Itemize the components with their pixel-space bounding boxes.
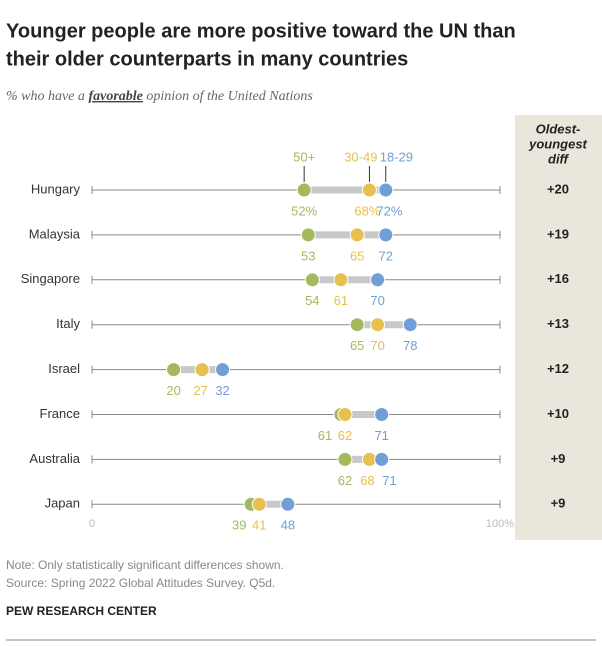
legend-label: 18-29 (380, 149, 413, 164)
diff-value: +9 (551, 451, 566, 466)
dot (166, 362, 182, 378)
value-label: 70 (370, 293, 384, 308)
dot (215, 362, 231, 378)
category-label: Hungary (31, 181, 81, 196)
legend-label: 30-49 (344, 149, 377, 164)
dot (194, 362, 210, 378)
dot (251, 496, 267, 512)
chart-title: their older counterparts in many countri… (6, 48, 408, 70)
dot (370, 317, 386, 333)
dot (349, 227, 365, 243)
x-tick-label: 0 (89, 518, 95, 530)
value-label: 41 (252, 518, 266, 533)
dot (374, 451, 390, 467)
diff-header: diff (548, 151, 570, 166)
dot (296, 182, 312, 198)
diff-value: +20 (547, 181, 569, 196)
value-label: 62 (338, 473, 352, 488)
dot (378, 227, 394, 243)
category-label: Italy (56, 316, 80, 331)
value-label: 71 (374, 428, 388, 443)
legend-label: 50+ (293, 149, 315, 164)
value-label: 52% (291, 203, 317, 218)
diff-header: Oldest- (536, 121, 581, 136)
value-label: 72 (379, 248, 393, 263)
source: Source: Spring 2022 Global Attitudes Sur… (6, 576, 275, 590)
dot (378, 182, 394, 198)
diff-value: +9 (551, 496, 566, 511)
category-label: Australia (29, 451, 80, 466)
diff-value: +13 (547, 316, 569, 331)
value-label: 65 (350, 338, 364, 353)
dot (280, 496, 296, 512)
value-label: 61 (318, 428, 332, 443)
dot (374, 407, 390, 422)
dot (304, 272, 320, 288)
value-label: 68 (360, 473, 374, 488)
category-label: Japan (45, 496, 80, 511)
value-label: 20 (166, 383, 180, 398)
value-label: 61 (334, 293, 348, 308)
diff-value: +19 (547, 226, 569, 241)
dot (370, 272, 386, 288)
category-label: France (40, 406, 80, 421)
category-label: Israel (48, 361, 80, 376)
diff-value: +12 (547, 361, 569, 376)
value-label: 68% (354, 203, 380, 218)
value-label: 32 (215, 383, 229, 398)
value-label: 54 (305, 293, 319, 308)
subtitle-emphasis: favorable (88, 89, 142, 104)
diff-value: +16 (547, 271, 569, 286)
subtitle: % who have a favorable opinion of the Un… (6, 89, 313, 104)
value-label: 27 (193, 383, 207, 398)
subtitle-part: % who have a (6, 89, 88, 104)
value-label: 71 (382, 473, 396, 488)
dot (361, 182, 377, 198)
value-label: 78 (403, 338, 417, 353)
diff-column-bg (515, 115, 602, 540)
category-label: Malaysia (29, 226, 81, 241)
value-label: 65 (350, 248, 364, 263)
subtitle-part: opinion of the United Nations (143, 89, 313, 104)
dot (349, 317, 365, 333)
diff-header: youngest (528, 136, 587, 151)
value-label: 39 (232, 518, 246, 533)
x-tick-label: 100% (486, 518, 514, 530)
dot (402, 317, 418, 333)
dot (333, 272, 349, 288)
dot (337, 407, 353, 422)
note: Note: Only statistically significant dif… (6, 558, 284, 572)
diff-value: +10 (547, 406, 569, 421)
credit: PEW RESEARCH CENTER (6, 604, 157, 618)
value-label: 62 (338, 428, 352, 443)
value-label: 53 (301, 248, 315, 263)
chart-title: Younger people are more positive toward … (6, 20, 516, 42)
category-label: Singapore (21, 271, 80, 286)
dot (337, 451, 353, 467)
dot (300, 227, 316, 243)
value-label: 72% (376, 203, 402, 218)
value-label: 48 (281, 518, 295, 533)
value-label: 70 (370, 338, 384, 353)
